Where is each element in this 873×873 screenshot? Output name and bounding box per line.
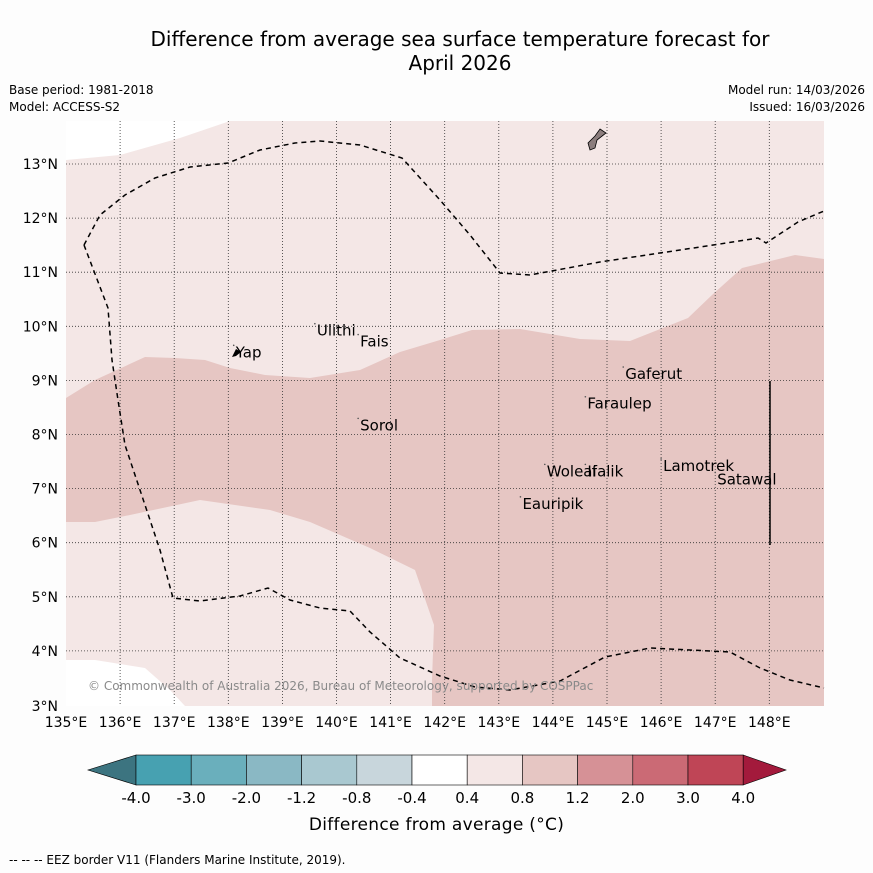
base-period: Base period: 1981-2018 xyxy=(9,83,154,97)
colorbar-tick-label: 1.2 xyxy=(566,789,590,807)
yap-island-icon xyxy=(232,349,241,357)
place-marker xyxy=(519,496,522,498)
latitude-tick-label: 7°N xyxy=(32,482,58,498)
title-line-1: Difference from average sea surface temp… xyxy=(150,27,770,51)
place-label: Satawal xyxy=(717,470,776,488)
place-label: Eauripik xyxy=(522,495,583,513)
latitude-tick-label: 5°N xyxy=(32,590,58,606)
chart-title: Difference from average sea surface temp… xyxy=(0,27,873,75)
colorbar-tick-label: -3.0 xyxy=(177,789,206,807)
colorbar-tick-label: 0.4 xyxy=(455,789,479,807)
colorbar-tick-label: 3.0 xyxy=(676,789,700,807)
place-label: Sorol xyxy=(360,416,398,434)
meta-right: Model run: 14/03/2026 Issued: 16/03/2026 xyxy=(728,82,865,116)
issued-date: Issued: 16/03/2026 xyxy=(749,100,865,114)
longitude-tick-label: 135°E xyxy=(45,715,88,731)
latitude-tick-label: 12°N xyxy=(23,211,58,227)
place-label: Faraulep xyxy=(587,395,651,413)
colorbar-bin xyxy=(632,754,689,786)
axis-tick-labels: 135°E 136°E 137°E 138°E 139°E 140°E 141°E 142°E… xyxy=(23,157,791,731)
longitude-tick-label: 142°E xyxy=(423,715,466,731)
latitude-tick-label: 3°N xyxy=(32,699,58,715)
eez-border xyxy=(83,140,825,691)
anomaly-region-0.8-1.2 xyxy=(66,255,824,706)
longitude-tick-label: 147°E xyxy=(694,715,737,731)
latitude-tick-label: 6°N xyxy=(32,536,58,552)
longitude-tick-label: 143°E xyxy=(478,715,521,731)
latitude-tick-label: 11°N xyxy=(23,265,58,281)
colorbar-bin xyxy=(577,754,634,786)
colorbar-bin xyxy=(301,754,358,786)
place-label: Ifalik xyxy=(587,462,623,480)
colorbar-bin xyxy=(190,754,247,786)
longitude-tick-label: 137°E xyxy=(153,715,196,731)
place-label: Woleai xyxy=(547,462,597,480)
place-label: Yap xyxy=(235,343,262,361)
colorbar-bin xyxy=(135,754,192,786)
title-line-2: April 2026 xyxy=(408,51,512,75)
longitude-tick-label: 138°E xyxy=(207,715,250,731)
colorbar-tick-label: -0.4 xyxy=(397,789,426,807)
model-run: Model run: 14/03/2026 xyxy=(727,83,865,97)
longitude-tick-label: 145°E xyxy=(586,715,629,731)
copyright-text: © Commonwealth of Australia 2026, Bureau… xyxy=(88,679,593,693)
place-marker xyxy=(584,395,587,398)
place-marker xyxy=(357,333,359,336)
longitude-tick-label: 148°E xyxy=(748,715,791,731)
colorbar-bin xyxy=(246,754,302,786)
place-label: Ulithi xyxy=(317,322,356,340)
colorbar-extend-min xyxy=(86,754,137,786)
place-marker xyxy=(232,344,235,347)
place-marker xyxy=(622,366,625,368)
colorbar-bin xyxy=(411,754,468,786)
longitude-tick-label: 144°E xyxy=(532,715,575,731)
colorbar-tick-label: -4.0 xyxy=(121,789,150,807)
longitude-tick-label: 140°E xyxy=(315,715,358,731)
colorbar-title: Difference from average (°C) xyxy=(308,815,565,835)
anomaly-region-neutral xyxy=(66,660,185,706)
longitude-tick-label: 139°E xyxy=(261,715,304,731)
place-marker xyxy=(714,471,716,474)
longitude-tick-label: 136°E xyxy=(99,715,142,731)
colorbar-tick-label: 0.8 xyxy=(510,789,534,807)
longitude-tick-label: 141°E xyxy=(369,715,412,731)
colorbar-tick-label: -1.2 xyxy=(287,789,316,807)
colorbar-tick-label: 2.0 xyxy=(621,789,645,807)
latitude-tick-label: 8°N xyxy=(32,428,58,444)
colorbar-bin xyxy=(356,754,413,786)
colorbar-extend-max xyxy=(742,754,787,786)
longitude-tick-label: 146°E xyxy=(640,715,683,731)
guam-island-icon xyxy=(587,128,607,151)
place-label: Gaferut xyxy=(625,365,682,383)
eez-footnote: -- -- -- EEZ border V11 (Flanders Marine… xyxy=(9,853,346,867)
colorbar-tick-label: -0.8 xyxy=(342,789,371,807)
colorbar-tick-label: -2.0 xyxy=(232,789,261,807)
latitude-tick-label: 10°N xyxy=(23,319,58,335)
colorbar-bin xyxy=(466,754,523,786)
colorbar-bin xyxy=(687,754,744,786)
place-label: Fais xyxy=(360,333,389,351)
colorbar-bin xyxy=(522,754,578,786)
place-marker xyxy=(660,458,662,460)
latitude-tick-label: 13°N xyxy=(23,157,58,173)
meta-left: Base period: 1981-2018 Model: ACCESS-S2 xyxy=(9,82,154,116)
colorbar-tick-label: 4.0 xyxy=(731,789,755,807)
model-name: Model: ACCESS-S2 xyxy=(9,100,121,114)
latitude-tick-label: 4°N xyxy=(32,644,58,660)
place-marker xyxy=(543,463,546,466)
latitude-tick-label: 9°N xyxy=(32,373,58,389)
place-marker xyxy=(314,322,316,325)
place-label: Lamotrek xyxy=(663,457,734,475)
map-gridlines xyxy=(66,121,824,706)
place-marker xyxy=(584,463,587,466)
place-marker xyxy=(357,417,359,420)
